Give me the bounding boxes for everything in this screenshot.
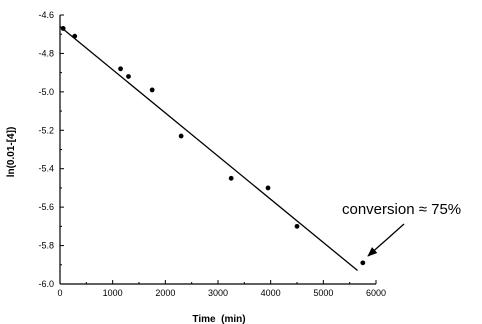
conversion-annotation: conversion ≈ 75% (342, 201, 461, 218)
data-point (72, 33, 78, 39)
data-point (294, 223, 300, 229)
y-tick-label: -5.6 (38, 202, 54, 212)
x-tick-label: 6000 (366, 288, 386, 298)
data-point (265, 185, 271, 191)
x-tick-label: 5000 (313, 288, 333, 298)
data-point (149, 87, 155, 93)
x-tick-label: 1000 (103, 288, 123, 298)
data-point (60, 26, 66, 31)
y-tick-label: -5.4 (38, 164, 54, 174)
y-tick-label: -5.0 (38, 87, 54, 97)
data-point (360, 260, 366, 266)
x-tick-label: 2000 (155, 288, 175, 298)
x-tick-label: 4000 (261, 288, 281, 298)
fit-line (59, 26, 358, 272)
plot-area: 0 1000 2000 3000 4000 5000 6000 -6.0 -5.8 -5.6 -5.… (38, 10, 386, 298)
tick-group: 0 1000 2000 3000 4000 5000 6000 -6.0 -5.8 -5.6 -5.… (38, 10, 386, 298)
annotation-arrow (367, 223, 405, 257)
y-tick-label: -5.2 (38, 125, 54, 135)
data-point (228, 175, 234, 181)
y-tick-label: -6.0 (38, 279, 54, 289)
y-tick-label: -4.6 (38, 10, 54, 20)
data-point (126, 74, 131, 79)
y-axis-title: ln(0.01-[4]) (6, 127, 17, 178)
x-axis-title: Time (min) (192, 314, 245, 324)
y-tick-label: -4.8 (38, 48, 54, 58)
data-point (178, 133, 184, 139)
y-tick-label: -5.8 (38, 241, 54, 251)
x-tick-label: 0 (57, 288, 62, 298)
data-point (118, 66, 123, 72)
data-points (60, 26, 366, 266)
x-tick-label: 3000 (208, 288, 228, 298)
